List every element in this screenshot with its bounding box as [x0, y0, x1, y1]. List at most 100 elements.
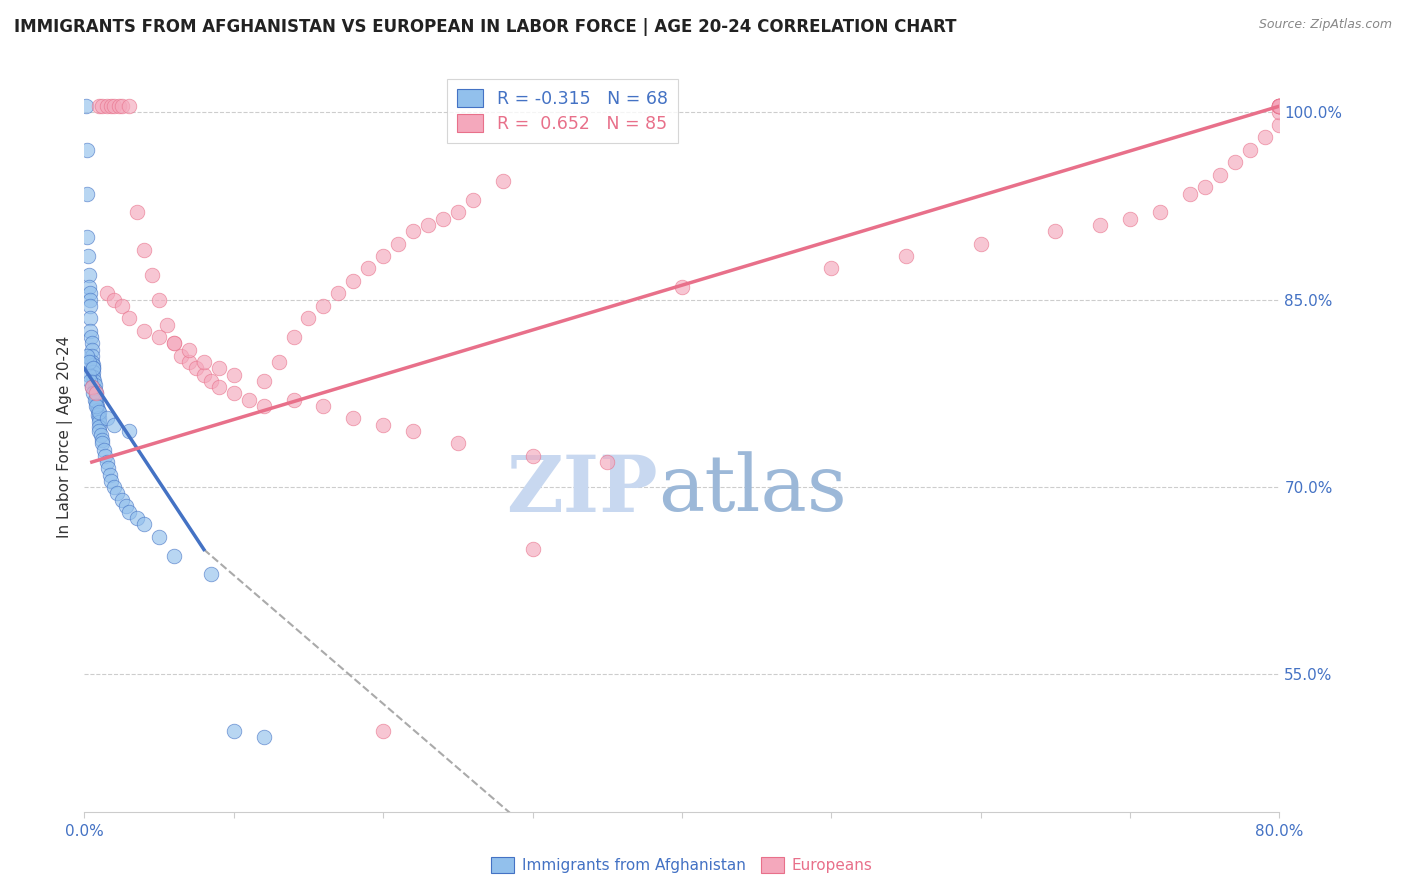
Point — [86, 399, 108, 413]
Point — [118, 99, 141, 113]
Point — [118, 311, 141, 326]
Point — [111, 492, 134, 507]
Point — [894, 249, 917, 263]
Point — [125, 511, 148, 525]
Point — [208, 361, 231, 376]
Point — [238, 392, 260, 407]
Point — [111, 99, 134, 113]
Point — [193, 368, 215, 382]
Point — [86, 399, 108, 413]
Point — [148, 530, 170, 544]
Point — [155, 318, 177, 332]
Point — [447, 436, 470, 450]
Point — [416, 218, 439, 232]
Point — [80, 355, 103, 369]
Point — [373, 723, 395, 738]
Point — [89, 99, 111, 113]
Point — [103, 480, 125, 494]
Point — [89, 420, 111, 434]
Point — [163, 549, 186, 563]
Point — [83, 374, 105, 388]
Point — [111, 299, 134, 313]
Point — [79, 286, 101, 301]
Point — [222, 368, 245, 382]
Point — [222, 723, 245, 738]
Point — [820, 261, 842, 276]
Point — [312, 399, 335, 413]
Point — [387, 236, 409, 251]
Point — [103, 293, 125, 307]
Text: Source: ZipAtlas.com: Source: ZipAtlas.com — [1258, 18, 1392, 31]
Point — [83, 377, 105, 392]
Point — [970, 236, 993, 251]
Point — [90, 427, 112, 442]
Point — [267, 355, 290, 369]
Point — [91, 99, 114, 113]
Point — [75, 99, 97, 113]
Point — [402, 424, 425, 438]
Point — [1239, 143, 1261, 157]
Point — [100, 474, 122, 488]
Point — [222, 386, 245, 401]
Point — [79, 299, 101, 313]
Point — [1253, 130, 1275, 145]
Point — [125, 205, 148, 219]
Point — [1268, 99, 1291, 113]
Point — [96, 286, 118, 301]
Point — [328, 286, 350, 301]
Point — [87, 402, 110, 417]
Point — [177, 343, 200, 357]
Point — [163, 336, 186, 351]
Point — [86, 390, 108, 404]
Point — [83, 392, 105, 407]
Point — [297, 311, 319, 326]
Point — [373, 249, 395, 263]
Point — [522, 449, 544, 463]
Point — [100, 99, 122, 113]
Point — [1119, 211, 1142, 226]
Point — [80, 349, 103, 363]
Point — [103, 99, 125, 113]
Point — [342, 411, 364, 425]
Point — [77, 280, 100, 294]
Point — [87, 408, 110, 422]
Point — [671, 280, 693, 294]
Point — [357, 261, 380, 276]
Point — [1268, 99, 1291, 113]
Point — [118, 424, 141, 438]
Point — [447, 205, 470, 219]
Point — [82, 358, 104, 372]
Point — [89, 405, 111, 419]
Point — [200, 567, 222, 582]
Point — [208, 380, 231, 394]
Text: ZIP: ZIP — [506, 451, 658, 527]
Point — [105, 486, 128, 500]
Point — [80, 343, 103, 357]
Point — [1045, 224, 1067, 238]
Point — [1194, 180, 1216, 194]
Point — [84, 386, 107, 401]
Point — [97, 461, 120, 475]
Point — [82, 361, 104, 376]
Point — [177, 355, 200, 369]
Point — [82, 386, 104, 401]
Point — [342, 274, 364, 288]
Y-axis label: In Labor Force | Age 20-24: In Labor Force | Age 20-24 — [58, 336, 73, 538]
Point — [1209, 168, 1232, 182]
Point — [80, 330, 103, 344]
Point — [253, 399, 276, 413]
Point — [432, 211, 454, 226]
Point — [170, 349, 193, 363]
Point — [402, 224, 425, 238]
Point — [93, 442, 115, 457]
Point — [1268, 99, 1291, 113]
Point — [91, 433, 114, 447]
Point — [186, 361, 208, 376]
Point — [98, 467, 121, 482]
Point — [79, 311, 101, 326]
Point — [86, 386, 108, 401]
Point — [193, 355, 215, 369]
Point — [1268, 99, 1291, 113]
Point — [373, 417, 395, 432]
Point — [1090, 218, 1112, 232]
